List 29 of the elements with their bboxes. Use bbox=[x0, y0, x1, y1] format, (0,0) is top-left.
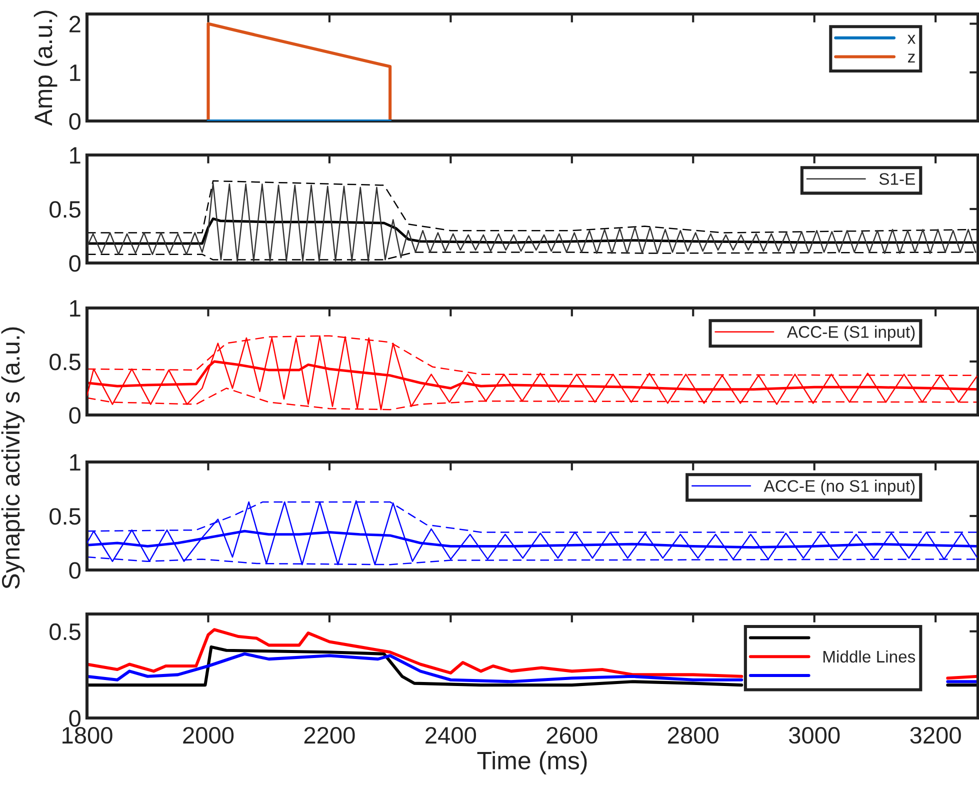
y-tick-label: 0.5 bbox=[50, 623, 80, 640]
legend-label: ACC-E (S1 input) bbox=[786, 326, 915, 342]
y-tick-label: 0 bbox=[69, 255, 81, 272]
x-tick-label: 2000 bbox=[183, 726, 234, 744]
x-tick-label: 2600 bbox=[546, 726, 598, 744]
x-tick-label: 2200 bbox=[304, 726, 355, 744]
y-tick-label: 2 bbox=[70, 16, 80, 32]
y-tick-label: 1 bbox=[70, 147, 80, 164]
y-tick-label: 0.5 bbox=[50, 354, 80, 370]
y-tick-label: 0 bbox=[69, 407, 81, 424]
x-tick-label: 3000 bbox=[788, 726, 840, 744]
x-tick-label: 1800 bbox=[62, 726, 112, 744]
y-tick-label: 1 bbox=[70, 64, 80, 81]
y-axis-title: Synaptic activity s (a.u.) bbox=[1, 327, 25, 589]
y-tick-label: 0 bbox=[69, 710, 81, 727]
y-tick-label: 0.5 bbox=[50, 201, 80, 218]
y-tick-label: 0 bbox=[69, 113, 81, 130]
y-tick-label: 0.5 bbox=[50, 508, 80, 525]
x-tick-label: 2800 bbox=[668, 726, 718, 744]
legend-label: S1-E bbox=[879, 173, 915, 185]
y-axis-title: Amp (a.u.) bbox=[34, 10, 58, 126]
y-tick-label: 0 bbox=[69, 562, 81, 579]
x-axis-title: Time (ms) bbox=[477, 751, 587, 774]
x-tick-label: 3200 bbox=[910, 726, 961, 744]
y-tick-label: 1 bbox=[70, 300, 80, 317]
x-tick-label: 2400 bbox=[426, 726, 476, 744]
y-tick-label: 1 bbox=[70, 454, 80, 471]
legend-label: ACC-E (no S1 input) bbox=[764, 480, 915, 496]
legend-label: Middle Lines bbox=[823, 650, 916, 663]
